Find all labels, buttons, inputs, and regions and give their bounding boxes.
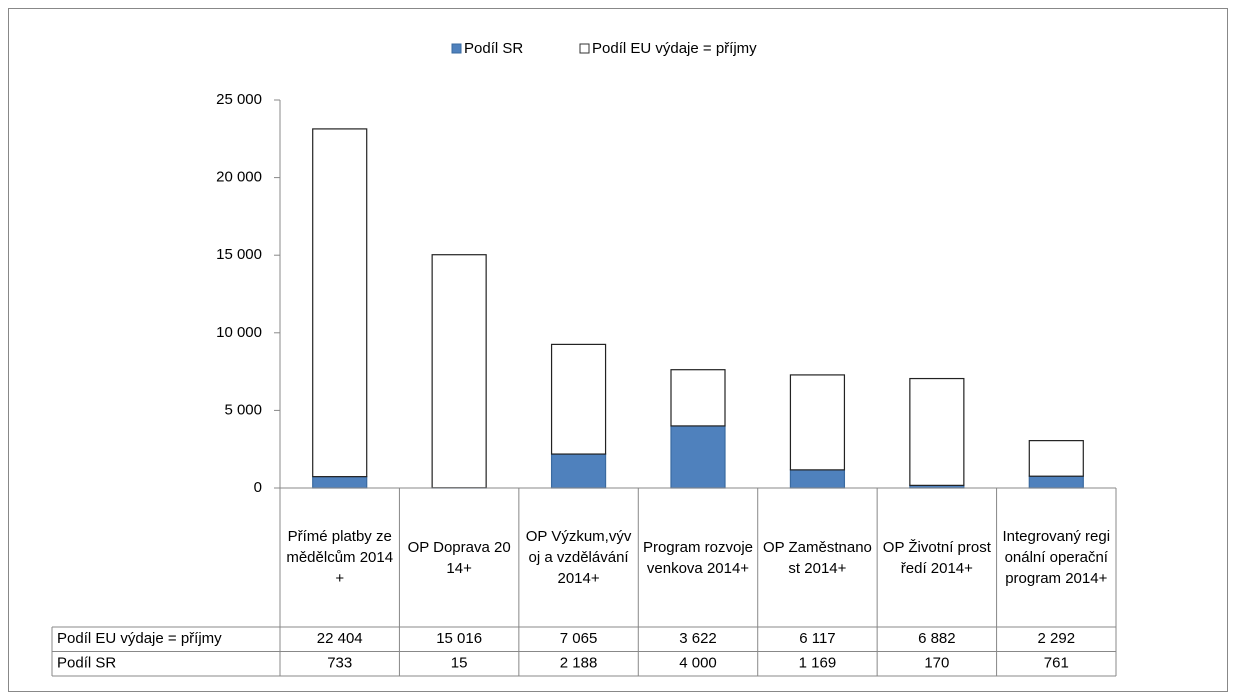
y-tick-label: 25 000 — [216, 91, 262, 108]
table-value: 761 — [1044, 655, 1069, 672]
legend-swatch — [579, 43, 590, 54]
table-value: 6 117 — [799, 630, 835, 647]
table-value: 1 169 — [799, 655, 837, 672]
category-label: Program rozvoje venkova 2014+ — [642, 538, 754, 577]
bar-segment — [1028, 475, 1084, 489]
table-value: 2 188 — [560, 655, 598, 672]
category-cell: OP Zaměstnanost 2014+ — [762, 538, 872, 577]
table-value: 7 065 — [560, 630, 598, 647]
table-value: 15 016 — [436, 630, 482, 647]
category-cell: Přímé platby zemědělcům 2014+ — [286, 528, 394, 587]
bar-segment — [789, 469, 846, 489]
category-cell: Program rozvoje venkova 2014+ — [642, 538, 754, 577]
bar-segment — [789, 374, 846, 471]
bar-segment — [550, 453, 607, 489]
category-cell: Integrovaný regionální operační program … — [1002, 528, 1111, 587]
category-cell: OP Doprava 2014+ — [407, 538, 511, 577]
table-value: 170 — [924, 655, 949, 672]
category-label: OP Životní prostředí 2014+ — [882, 538, 991, 577]
table-value: 733 — [327, 655, 352, 672]
y-tick-label: 15 000 — [216, 246, 262, 263]
bar-segment — [1028, 440, 1084, 477]
category-label: OP Zaměstnanost 2014+ — [762, 538, 872, 577]
table-value: 2 292 — [1038, 630, 1076, 647]
category-label: Integrovaný regionální operační program … — [1002, 528, 1111, 587]
category-label: Přímé platby zemědělcům 2014+ — [286, 528, 394, 587]
legend-label: Podíl EU výdaje = příjmy — [592, 40, 757, 57]
y-tick-label: 5 000 — [224, 401, 262, 418]
legend-swatch — [451, 43, 462, 54]
table-row-label: Podíl SR — [57, 655, 116, 672]
table-value: 22 404 — [317, 630, 363, 647]
bar-segment — [312, 476, 368, 489]
y-tick-label: 20 000 — [216, 169, 262, 186]
category-label: OP Doprava 2014+ — [407, 538, 511, 577]
category-cell: OP Životní prostředí 2014+ — [882, 538, 991, 577]
category-cell: OP Výzkum,vývoj a vzdělávání 2014+ — [525, 528, 632, 587]
bar-segment — [431, 254, 487, 489]
bar-segment — [909, 377, 965, 486]
chart-border — [8, 8, 1228, 692]
bar-segment — [312, 128, 368, 478]
table-value: 6 882 — [918, 630, 956, 647]
table-value: 3 622 — [679, 630, 717, 647]
bar-segment — [670, 425, 726, 489]
y-tick-label: 10 000 — [216, 324, 262, 341]
legend-label: Podíl SR — [464, 40, 523, 57]
table-value: 4 000 — [679, 655, 717, 672]
table-value: 15 — [451, 655, 468, 672]
bar-segment — [670, 369, 726, 427]
table-row-label: Podíl EU výdaje = příjmy — [57, 630, 222, 647]
bar-segment — [550, 343, 607, 455]
category-label: OP Výzkum,vývoj a vzdělávání 2014+ — [525, 528, 632, 587]
y-tick-label: 0 — [254, 479, 262, 496]
